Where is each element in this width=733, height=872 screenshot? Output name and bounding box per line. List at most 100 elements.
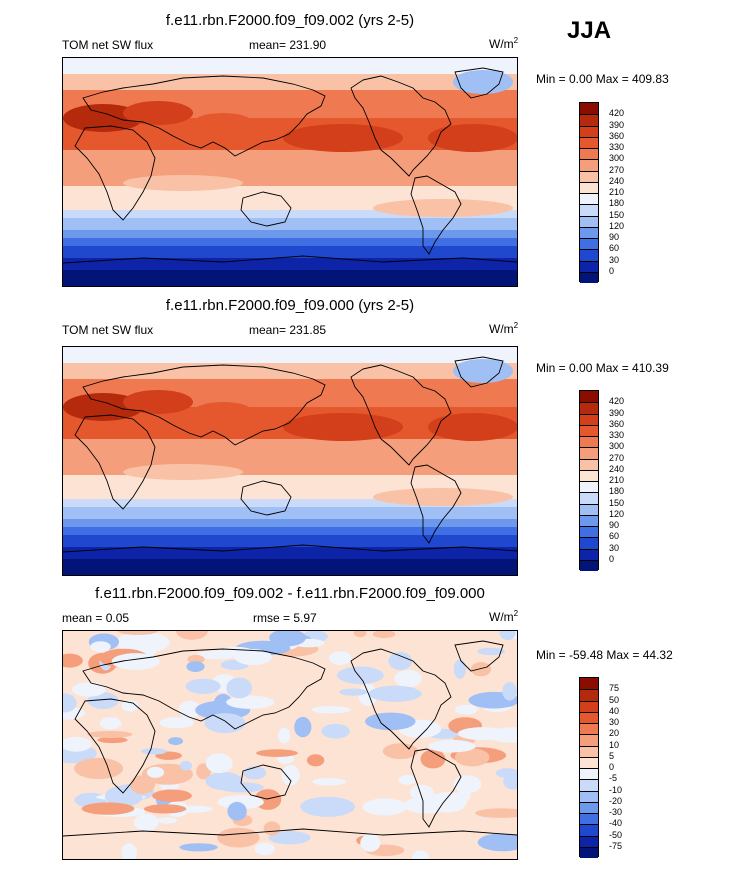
- colorbar-swatch: [580, 768, 598, 780]
- coastline: [240, 480, 292, 516]
- colorbar-swatch: [580, 402, 598, 414]
- colorbar-tick-label: 0: [609, 553, 615, 564]
- panel-1-variable-label: TOM net SW flux: [62, 38, 154, 52]
- colorbar-swatch: [580, 700, 598, 712]
- colorbar-swatch: [580, 745, 598, 757]
- colorbar-swatch: [580, 181, 598, 193]
- panel-3-map: [62, 630, 518, 860]
- map-svg: [63, 631, 517, 859]
- colorbar-tick-label: 75: [609, 683, 620, 694]
- colorbar-swatch: [580, 492, 598, 504]
- colorbar-tick-label: 120: [609, 508, 625, 519]
- colorbar-swatch: [580, 711, 598, 723]
- colorbar-swatch: [580, 260, 598, 272]
- colorbar-tick-label: 0: [609, 265, 615, 276]
- colorbar-swatch: [580, 103, 598, 115]
- coastline: [350, 75, 452, 177]
- colorbar-swatch: [580, 447, 598, 459]
- colorbar-tick-label: -40: [609, 818, 623, 829]
- colorbar-swatch: [580, 835, 598, 847]
- colorbar-tick-label: 30: [609, 717, 620, 727]
- coastline: [240, 191, 292, 227]
- colorbar-swatch: [580, 514, 598, 526]
- colorbar-tick-label: -20: [609, 795, 623, 806]
- colorbar-tick-label: 90: [609, 520, 620, 530]
- map-svg: [63, 58, 517, 286]
- colorbar-swatch: [580, 801, 598, 813]
- colorbar-tick-label: 40: [609, 705, 620, 716]
- coastline: [74, 414, 156, 510]
- colorbar-swatch: [580, 824, 598, 836]
- colorbar-tick-label: 5: [609, 750, 615, 761]
- colorbar-tick-label: -30: [609, 807, 623, 817]
- colorbar-swatch: [580, 136, 598, 148]
- colorbar-tick-label: 30: [609, 542, 620, 553]
- colorbar-swatch: [580, 114, 598, 126]
- colorbar-swatch: [580, 193, 598, 205]
- panel-3-mean-label: mean = 0.05: [62, 611, 130, 625]
- panel-3-minmax: Min = -59.48 Max = 44.32: [536, 648, 673, 662]
- colorbar-tick-label: 330: [609, 430, 625, 440]
- colorbar-swatch: [580, 271, 598, 283]
- season-label: JJA: [567, 17, 612, 44]
- colorbar-tick-label: 120: [609, 220, 625, 231]
- colorbar-tick-label: 10: [609, 739, 620, 750]
- coastline: [240, 764, 292, 800]
- colorbar-swatch: [580, 170, 598, 182]
- panel-3-colorbar: [579, 677, 599, 858]
- colorbar-tick-label: 210: [609, 475, 625, 485]
- panel-3-title: f.e11.rbn.F2000.f09_f09.002 - f.e11.rbn.…: [95, 585, 485, 602]
- colorbar-swatch: [580, 779, 598, 791]
- colorbar-tick-label: 360: [609, 130, 625, 141]
- colorbar-swatch: [580, 756, 598, 768]
- colorbar-tick-label: 210: [609, 187, 625, 197]
- colorbar-swatch: [580, 481, 598, 493]
- colorbar-swatch: [580, 526, 598, 538]
- coastline: [350, 364, 452, 466]
- colorbar-tick-label: 390: [609, 119, 625, 130]
- panel-3-units: W/m2: [489, 609, 519, 624]
- colorbar-tick-label: 360: [609, 418, 625, 429]
- colorbar-swatch: [580, 469, 598, 481]
- colorbar-swatch: [580, 413, 598, 425]
- colorbar-swatch: [580, 391, 598, 403]
- coastline: [350, 648, 452, 750]
- panel-1-minmax: Min = 0.00 Max = 409.83: [536, 72, 669, 86]
- colorbar-tick-label: 330: [609, 142, 625, 152]
- colorbar-swatch: [580, 148, 598, 160]
- colorbar-swatch: [580, 215, 598, 227]
- colorbar-swatch: [580, 813, 598, 825]
- coastline: [63, 255, 517, 264]
- colorbar-swatch: [580, 204, 598, 216]
- colorbar-swatch: [580, 537, 598, 549]
- colorbar-swatch: [580, 249, 598, 261]
- colorbar-swatch: [580, 436, 598, 448]
- colorbar-tick-label: 50: [609, 694, 620, 705]
- colorbar-tick-label: 150: [609, 209, 625, 220]
- panel-2-mean-label: mean= 231.85: [249, 323, 327, 337]
- colorbar-tick-label: 300: [609, 441, 625, 452]
- colorbar-tick-label: -10: [609, 784, 623, 795]
- coastline: [82, 75, 326, 157]
- colorbar-swatch: [580, 678, 598, 690]
- panel-1-title: f.e11.rbn.F2000.f09_f09.002 (yrs 2-5): [165, 12, 415, 29]
- panel-2-variable-label: TOM net SW flux: [62, 323, 154, 337]
- colorbar-swatch: [580, 458, 598, 470]
- colorbar-tick-label: 90: [609, 232, 620, 242]
- coastline: [74, 125, 156, 221]
- colorbar-tick-label: -5: [609, 773, 618, 784]
- colorbar-tick-label: 270: [609, 164, 625, 175]
- coastline: [82, 364, 326, 446]
- coastline: [82, 648, 326, 730]
- colorbar-swatch: [580, 159, 598, 171]
- panel-1-units: W/m2: [489, 36, 519, 51]
- colorbar-swatch: [580, 125, 598, 137]
- colorbar-tick-label: 30: [609, 254, 620, 265]
- colorbar-tick-label: 180: [609, 486, 625, 497]
- colorbar-tick-label: 270: [609, 452, 625, 463]
- colorbar-swatch: [580, 424, 598, 436]
- map-svg: [63, 347, 517, 575]
- colorbar-tick-label: 60: [609, 531, 620, 542]
- colorbar-tick-label: 180: [609, 198, 625, 209]
- coastline: [63, 544, 517, 553]
